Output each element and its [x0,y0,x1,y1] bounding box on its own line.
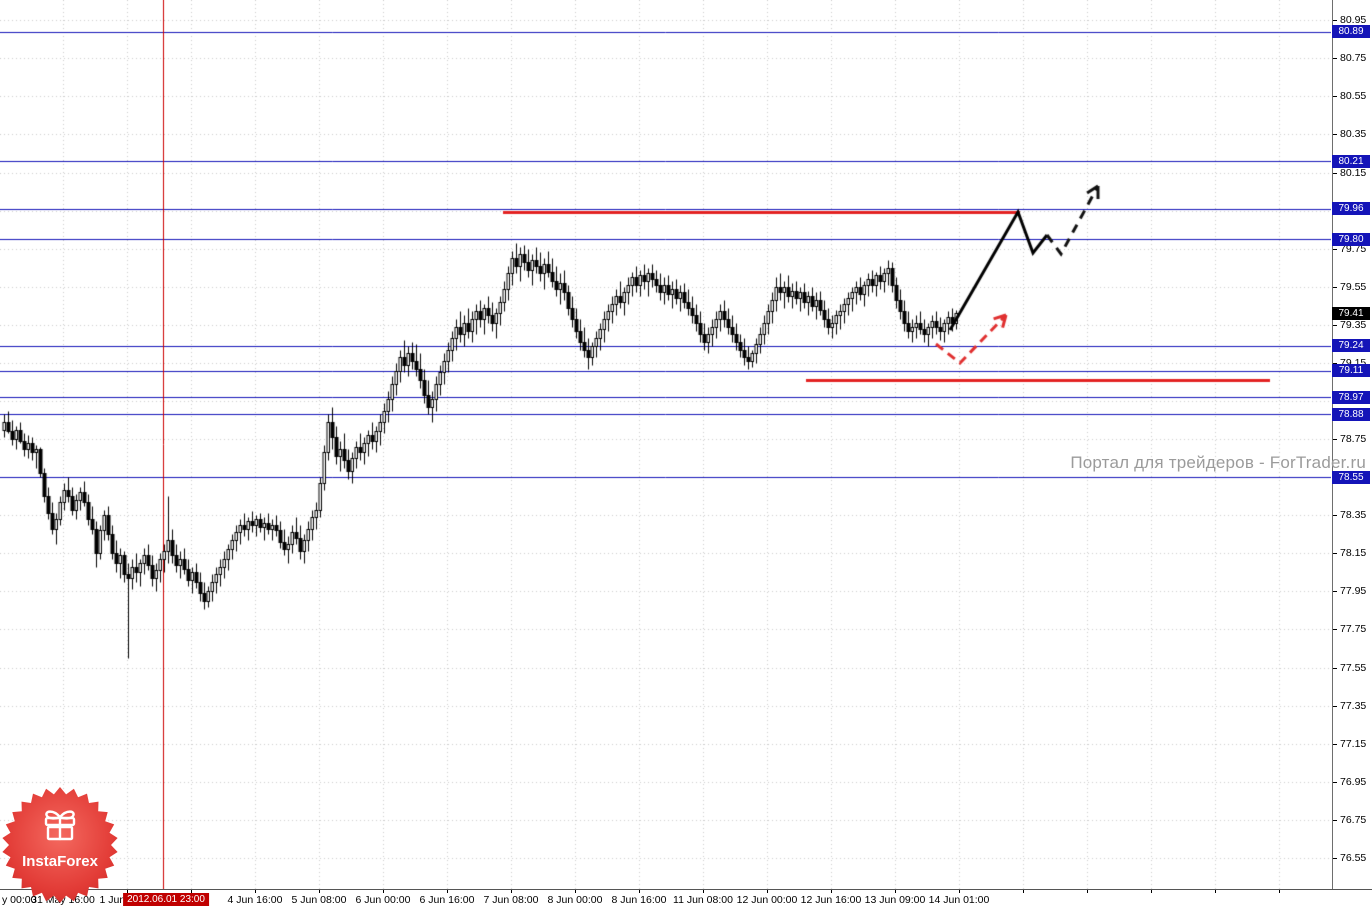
price-tick-mark [1333,439,1337,440]
price-tick-mark [1333,249,1337,250]
price-tick-mark [1333,820,1337,821]
time-tick-label: 12 Jun 00:00 [736,894,798,906]
price-tick-label: 78.15 [1340,547,1367,559]
price-tick-mark [1333,58,1337,59]
price-line-badge: 78.55 [1332,471,1370,484]
time-tick-label: 12 Jun 16:00 [800,894,862,906]
price-tick-label: 77.95 [1340,585,1367,597]
time-tick-mark [383,890,384,893]
price-tick-label: 79.35 [1340,319,1367,331]
price-tick-label: 80.55 [1340,90,1367,102]
price-tick-label: 76.75 [1340,814,1367,826]
time-tick-label: 5 Jun 08:00 [291,894,347,906]
price-tick-label: 80.35 [1340,128,1367,140]
time-tick-label: 11 Jun 08:00 [673,894,733,906]
price-tick-mark [1333,287,1337,288]
price-tick-mark [1333,20,1337,21]
time-tick-mark [1279,890,1280,893]
time-tick-mark [831,890,832,893]
time-tick-label: 8 Jun 16:00 [611,894,667,906]
price-line-badge: 79.24 [1332,339,1370,352]
price-tick-mark [1333,325,1337,326]
price-tick-label: 77.75 [1340,623,1367,635]
price-tick-label: 77.35 [1340,700,1367,712]
price-tick-mark [1333,515,1337,516]
time-tick-label: 13 Jun 09:00 [864,894,926,906]
price-tick-label: 76.95 [1340,776,1367,788]
price-tick-mark [1333,629,1337,630]
price-axis[interactable]: 80.9580.7580.5580.3580.1579.9579.7579.55… [1332,0,1372,889]
price-line-badge: 79.11 [1332,364,1370,377]
price-tick-mark [1333,706,1337,707]
price-tick-label: 78.35 [1340,509,1367,521]
time-tick-label: y 00:00 [2,894,37,906]
time-tick-label: 6 Jun 16:00 [419,894,475,906]
time-tick-mark [575,890,576,893]
price-tick-mark [1333,363,1337,364]
price-tick-mark [1333,782,1337,783]
price-tick-mark [1333,173,1337,174]
time-tick-label: 8 Jun 00:00 [547,894,603,906]
time-tick-mark [511,890,512,893]
time-tick-label: 6 Jun 00:00 [355,894,411,906]
price-tick-mark [1333,668,1337,669]
time-tick-mark [1023,890,1024,893]
price-line-badge: 78.97 [1332,391,1370,404]
price-tick-mark [1333,96,1337,97]
time-tick-mark [255,890,256,893]
time-tick-mark [1215,890,1216,893]
time-tick-mark [1151,890,1152,893]
time-tick-mark [895,890,896,893]
time-tick-mark [959,890,960,893]
price-tick-label: 79.75 [1340,243,1367,255]
time-axis[interactable]: 2012.06.01 23:00 y 00:00 31 May 16:00 1 Ju… [0,889,1372,909]
price-line-badge: 80.89 [1332,25,1370,38]
time-tick-mark [703,890,704,893]
price-tick-label: 76.55 [1340,852,1367,864]
gift-icon [44,810,76,841]
price-line-badge: 79.80 [1332,233,1370,246]
price-tick-label: 80.95 [1340,14,1367,26]
logo-starburst [2,787,118,903]
time-tick-mark [1087,890,1088,893]
time-tick-mark [191,890,192,893]
price-tick-mark [1333,858,1337,859]
price-tick-mark [1333,134,1337,135]
price-tick-mark [1333,744,1337,745]
time-tick-mark [447,890,448,893]
time-tick-mark [127,890,128,893]
current-price-badge: 79.41 [1332,307,1370,320]
time-tick-mark [767,890,768,893]
price-line-badge: 78.88 [1332,408,1370,421]
price-tick-label: 77.55 [1340,662,1367,674]
chart-plot-area [0,0,1331,889]
instaforex-logo: InstaForex [2,787,118,903]
price-tick-label: 78.75 [1340,433,1367,445]
price-tick-mark [1333,591,1337,592]
price-tick-label: 79.55 [1340,281,1367,293]
time-tick-mark [639,890,640,893]
price-tick-mark [1333,553,1337,554]
watermark-text: Портал для трейдеров - ForTrader.ru [1070,453,1366,472]
price-tick-label: 80.15 [1340,167,1367,179]
time-tick-mark [319,890,320,893]
candlestick-chart-canvas[interactable] [0,0,1331,889]
time-marker-label: 2012.06.01 23:00 [123,893,209,906]
price-tick-label: 77.15 [1340,738,1367,750]
price-line-badge: 80.21 [1332,155,1370,168]
time-tick-label: 7 Jun 08:00 [483,894,539,906]
time-tick-label: 14 Jun 01:00 [928,894,990,906]
time-tick-label: 4 Jun 16:00 [227,894,283,906]
price-line-badge: 79.96 [1332,202,1370,215]
price-tick-label: 80.75 [1340,52,1367,64]
logo-text: InstaForex [22,853,99,870]
